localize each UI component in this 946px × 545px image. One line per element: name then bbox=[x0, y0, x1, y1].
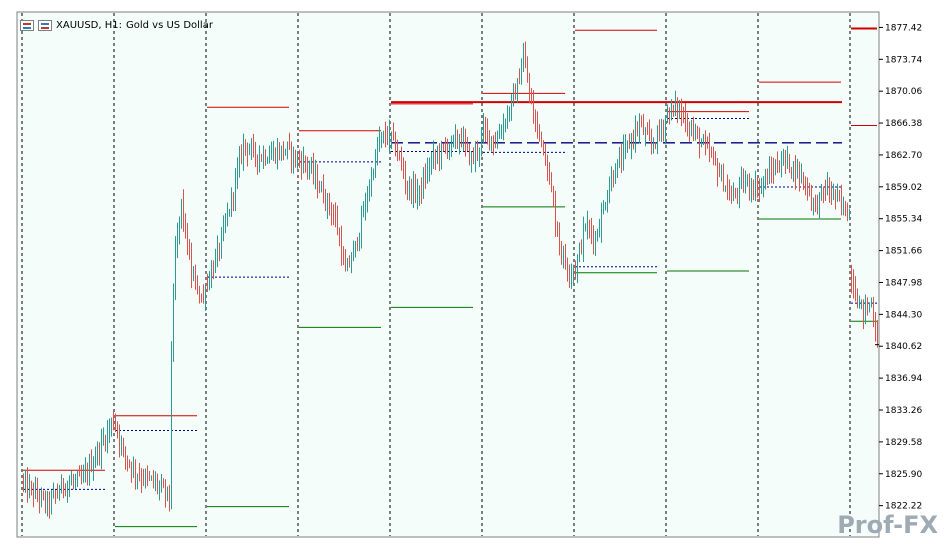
y-tick-label: 1840.62 bbox=[885, 342, 922, 352]
y-tick-label: 1844.30 bbox=[885, 310, 922, 320]
y-tick-label: 1836.94 bbox=[885, 374, 922, 384]
y-tick-label: 1825.90 bbox=[885, 470, 922, 480]
chart-description: Gold vs US Dollar bbox=[126, 19, 213, 31]
y-tick-label: 1873.74 bbox=[885, 55, 922, 65]
watermark-logo: Prof-FX bbox=[837, 511, 938, 539]
y-tick-label: 1851.66 bbox=[885, 247, 922, 257]
chart-symbol: XAUUSD, H1: bbox=[56, 19, 122, 31]
y-tick-label: 1862.70 bbox=[885, 151, 922, 161]
y-tick-label: 1859.02 bbox=[885, 183, 922, 193]
y-tick-label: 1847.98 bbox=[885, 278, 922, 288]
y-tick-label: 1829.58 bbox=[885, 438, 922, 448]
chart-window-icon[interactable] bbox=[20, 19, 34, 31]
y-tick-label: 1866.38 bbox=[885, 119, 922, 129]
y-tick-label: 1870.06 bbox=[885, 87, 922, 97]
y-tick-label: 1833.26 bbox=[885, 406, 922, 416]
chart-title-bar: XAUUSD, H1: Gold vs US Dollar bbox=[20, 17, 213, 33]
y-tick-label: 1855.34 bbox=[885, 215, 922, 225]
chart-restore-icon[interactable] bbox=[38, 19, 52, 31]
plot-area bbox=[16, 11, 880, 538]
y-tick-label: 1877.42 bbox=[885, 23, 922, 33]
y-tick-label: 1822.22 bbox=[885, 502, 922, 512]
